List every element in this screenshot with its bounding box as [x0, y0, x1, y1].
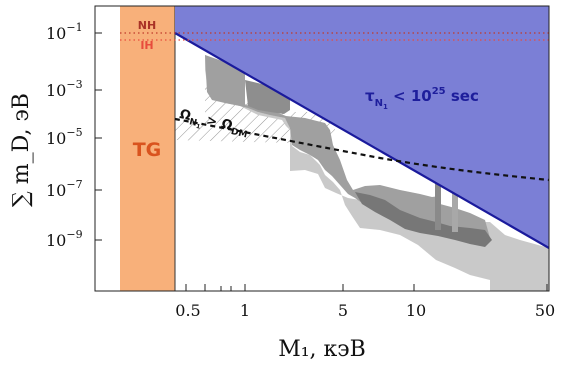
excluded-region-darkest [355, 192, 492, 247]
x-tick-label: 1 [240, 301, 250, 320]
excluded-region-mid [205, 55, 490, 246]
y-tick: 10−7 [46, 178, 102, 200]
svg-text:10−1: 10−1 [46, 21, 83, 43]
excluded-region-dark [245, 80, 290, 114]
svg-text:10−3: 10−3 [46, 78, 83, 100]
svg-text:10−5: 10−5 [46, 126, 83, 148]
hatched-region [175, 33, 335, 144]
y-axis: 10−1 10−3 10−5 10−7 10−9 [46, 21, 102, 250]
y-tick: 10−5 [46, 126, 102, 148]
nh-label: NH [138, 19, 156, 32]
excluded-column-2 [452, 190, 458, 232]
omega-label: ΩN1 > ΩDM [177, 107, 250, 141]
y-axis-title: ∑ m_D, эВ [9, 93, 34, 207]
lifetime-excluded-region [175, 6, 549, 248]
lifetime-boundary-line [174, 32, 549, 249]
x-tick-label: 0.5 [175, 301, 200, 320]
y-tick: 10−1 [46, 21, 102, 43]
x-axis: 0.5 1 5 10 50 [175, 284, 555, 320]
ih-label: IH [140, 39, 153, 52]
tg-region [120, 6, 175, 291]
x-axis-title: M₁, кэВ [278, 337, 366, 362]
x-tick-label: 50 [535, 301, 555, 320]
tg-label: TG [133, 139, 162, 161]
excluded-column-1 [435, 180, 441, 230]
svg-text:10−7: 10−7 [46, 178, 83, 200]
omega-dm-line [174, 117, 549, 182]
x-tick-label: 10 [406, 301, 426, 320]
y-tick: 10−9 [46, 228, 102, 250]
y-tick: 10−3 [46, 78, 102, 100]
svg-text:10−9: 10−9 [46, 228, 83, 250]
plot-frame [94, 5, 550, 292]
lifetime-label: τN1 < 1025 sec [365, 86, 479, 111]
x-tick-label: 5 [338, 301, 348, 320]
